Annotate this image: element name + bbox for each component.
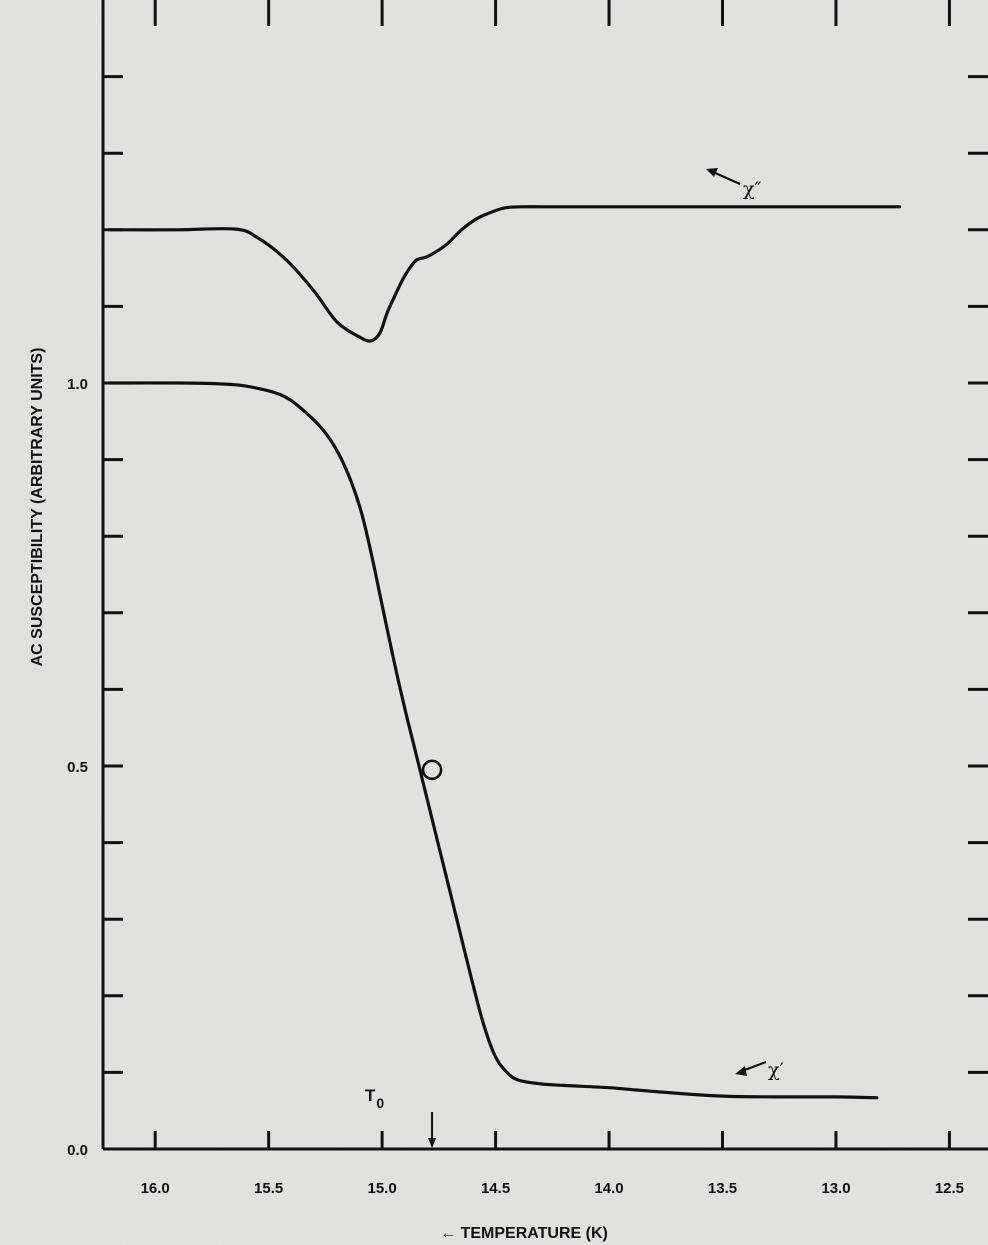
t0-label-subscript: 0 [376,1095,384,1111]
t0-label: T0 [365,1086,384,1111]
midpoint-circle-marker [421,759,443,781]
chi-prime-arrow [741,1060,767,1073]
x-tick-label-1: 15.5 [254,1180,283,1197]
y-tick-label-1: 0.5 [67,759,88,776]
x-tick-label-4: 14.0 [594,1180,623,1197]
chi-prime-label: χ′ [768,1059,784,1081]
axis-ticks [103,0,988,1149]
x-tick-label-3: 14.5 [481,1180,510,1197]
chi-double-prime-arrowhead [706,168,718,177]
x-axis-title: ← TEMPERATURE (K) [440,1225,608,1242]
y-axis-title: AC SUSCEPTIBILITY (ARBITRARY UNITS) [29,348,46,667]
x-tick-label-6: 13.0 [821,1180,850,1197]
annotation-layer: χ″ χ′ T0 [365,168,784,1148]
chi-double-prime-label: χ″ [743,178,762,200]
x-tick-label-2: 15.0 [368,1180,397,1197]
chi-prime-arrowhead [735,1066,747,1076]
series-layer [108,205,902,1100]
chi-double-prime-arrow [712,170,741,186]
x-tick-label-5: 13.5 [708,1180,737,1197]
y-tick-label-0: 0.0 [67,1142,88,1159]
x-tick-label-7: 12.5 [935,1180,964,1197]
series-line-chi-prime [108,381,879,1100]
series-line-chi-double-prime [108,205,902,343]
t0-arrowhead [428,1138,437,1148]
x-tick-label-0: 16.0 [141,1180,170,1197]
tick-labels: 16.0 15.5 15.0 14.5 14.0 13.5 13.0 12.5 0.0 0.5 1.… [67,376,964,1197]
t0-label-main: T [365,1086,376,1105]
y-tick-label-2: 1.0 [67,376,88,393]
